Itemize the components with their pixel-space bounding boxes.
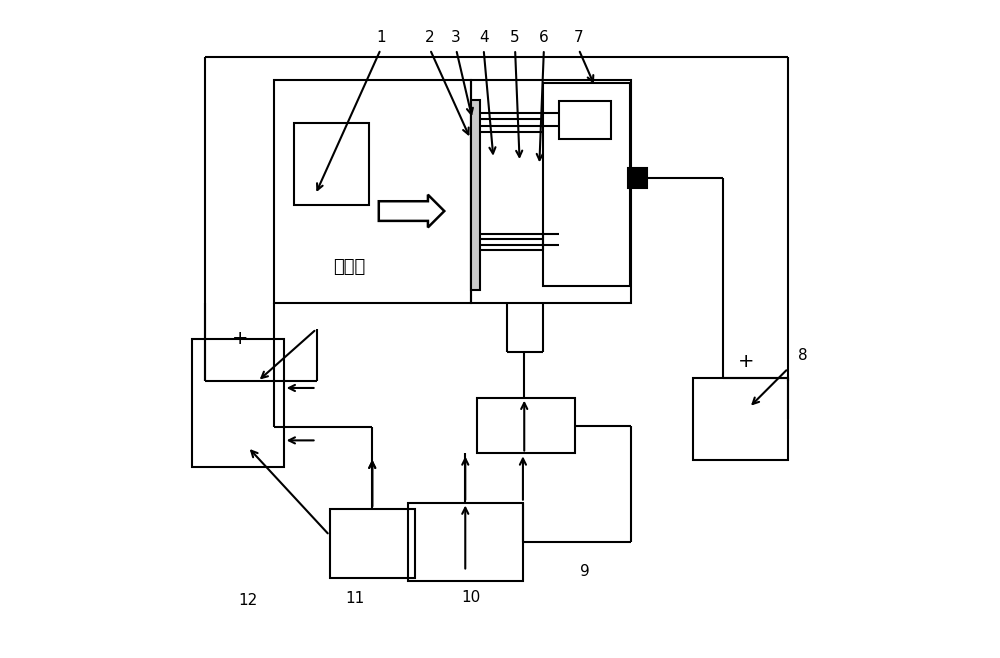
Text: 3: 3	[451, 30, 461, 45]
Text: 2: 2	[425, 30, 435, 45]
Text: 11: 11	[345, 592, 364, 607]
FancyArrow shape	[379, 195, 444, 228]
Bar	[274, 80, 471, 303]
Text: 12: 12	[238, 594, 257, 609]
Bar	[543, 84, 630, 286]
Text: +: +	[737, 352, 754, 371]
Text: 1: 1	[376, 30, 386, 45]
Text: 10: 10	[461, 590, 480, 605]
Bar	[294, 122, 369, 205]
Bar	[330, 509, 415, 578]
Text: +: +	[232, 329, 248, 348]
Text: 4: 4	[479, 30, 488, 45]
Bar	[559, 101, 611, 139]
Bar	[192, 339, 284, 467]
Text: 离子束: 离子束	[333, 258, 365, 276]
Text: 8: 8	[798, 347, 808, 363]
Bar	[693, 378, 788, 460]
Bar	[471, 80, 631, 303]
Bar	[628, 168, 647, 188]
Text: 9: 9	[580, 564, 590, 579]
Text: 7: 7	[574, 30, 583, 45]
Text: 6: 6	[539, 30, 549, 45]
Bar	[408, 503, 523, 581]
Bar	[477, 398, 575, 453]
Bar	[471, 99, 480, 290]
Text: 5: 5	[510, 30, 520, 45]
